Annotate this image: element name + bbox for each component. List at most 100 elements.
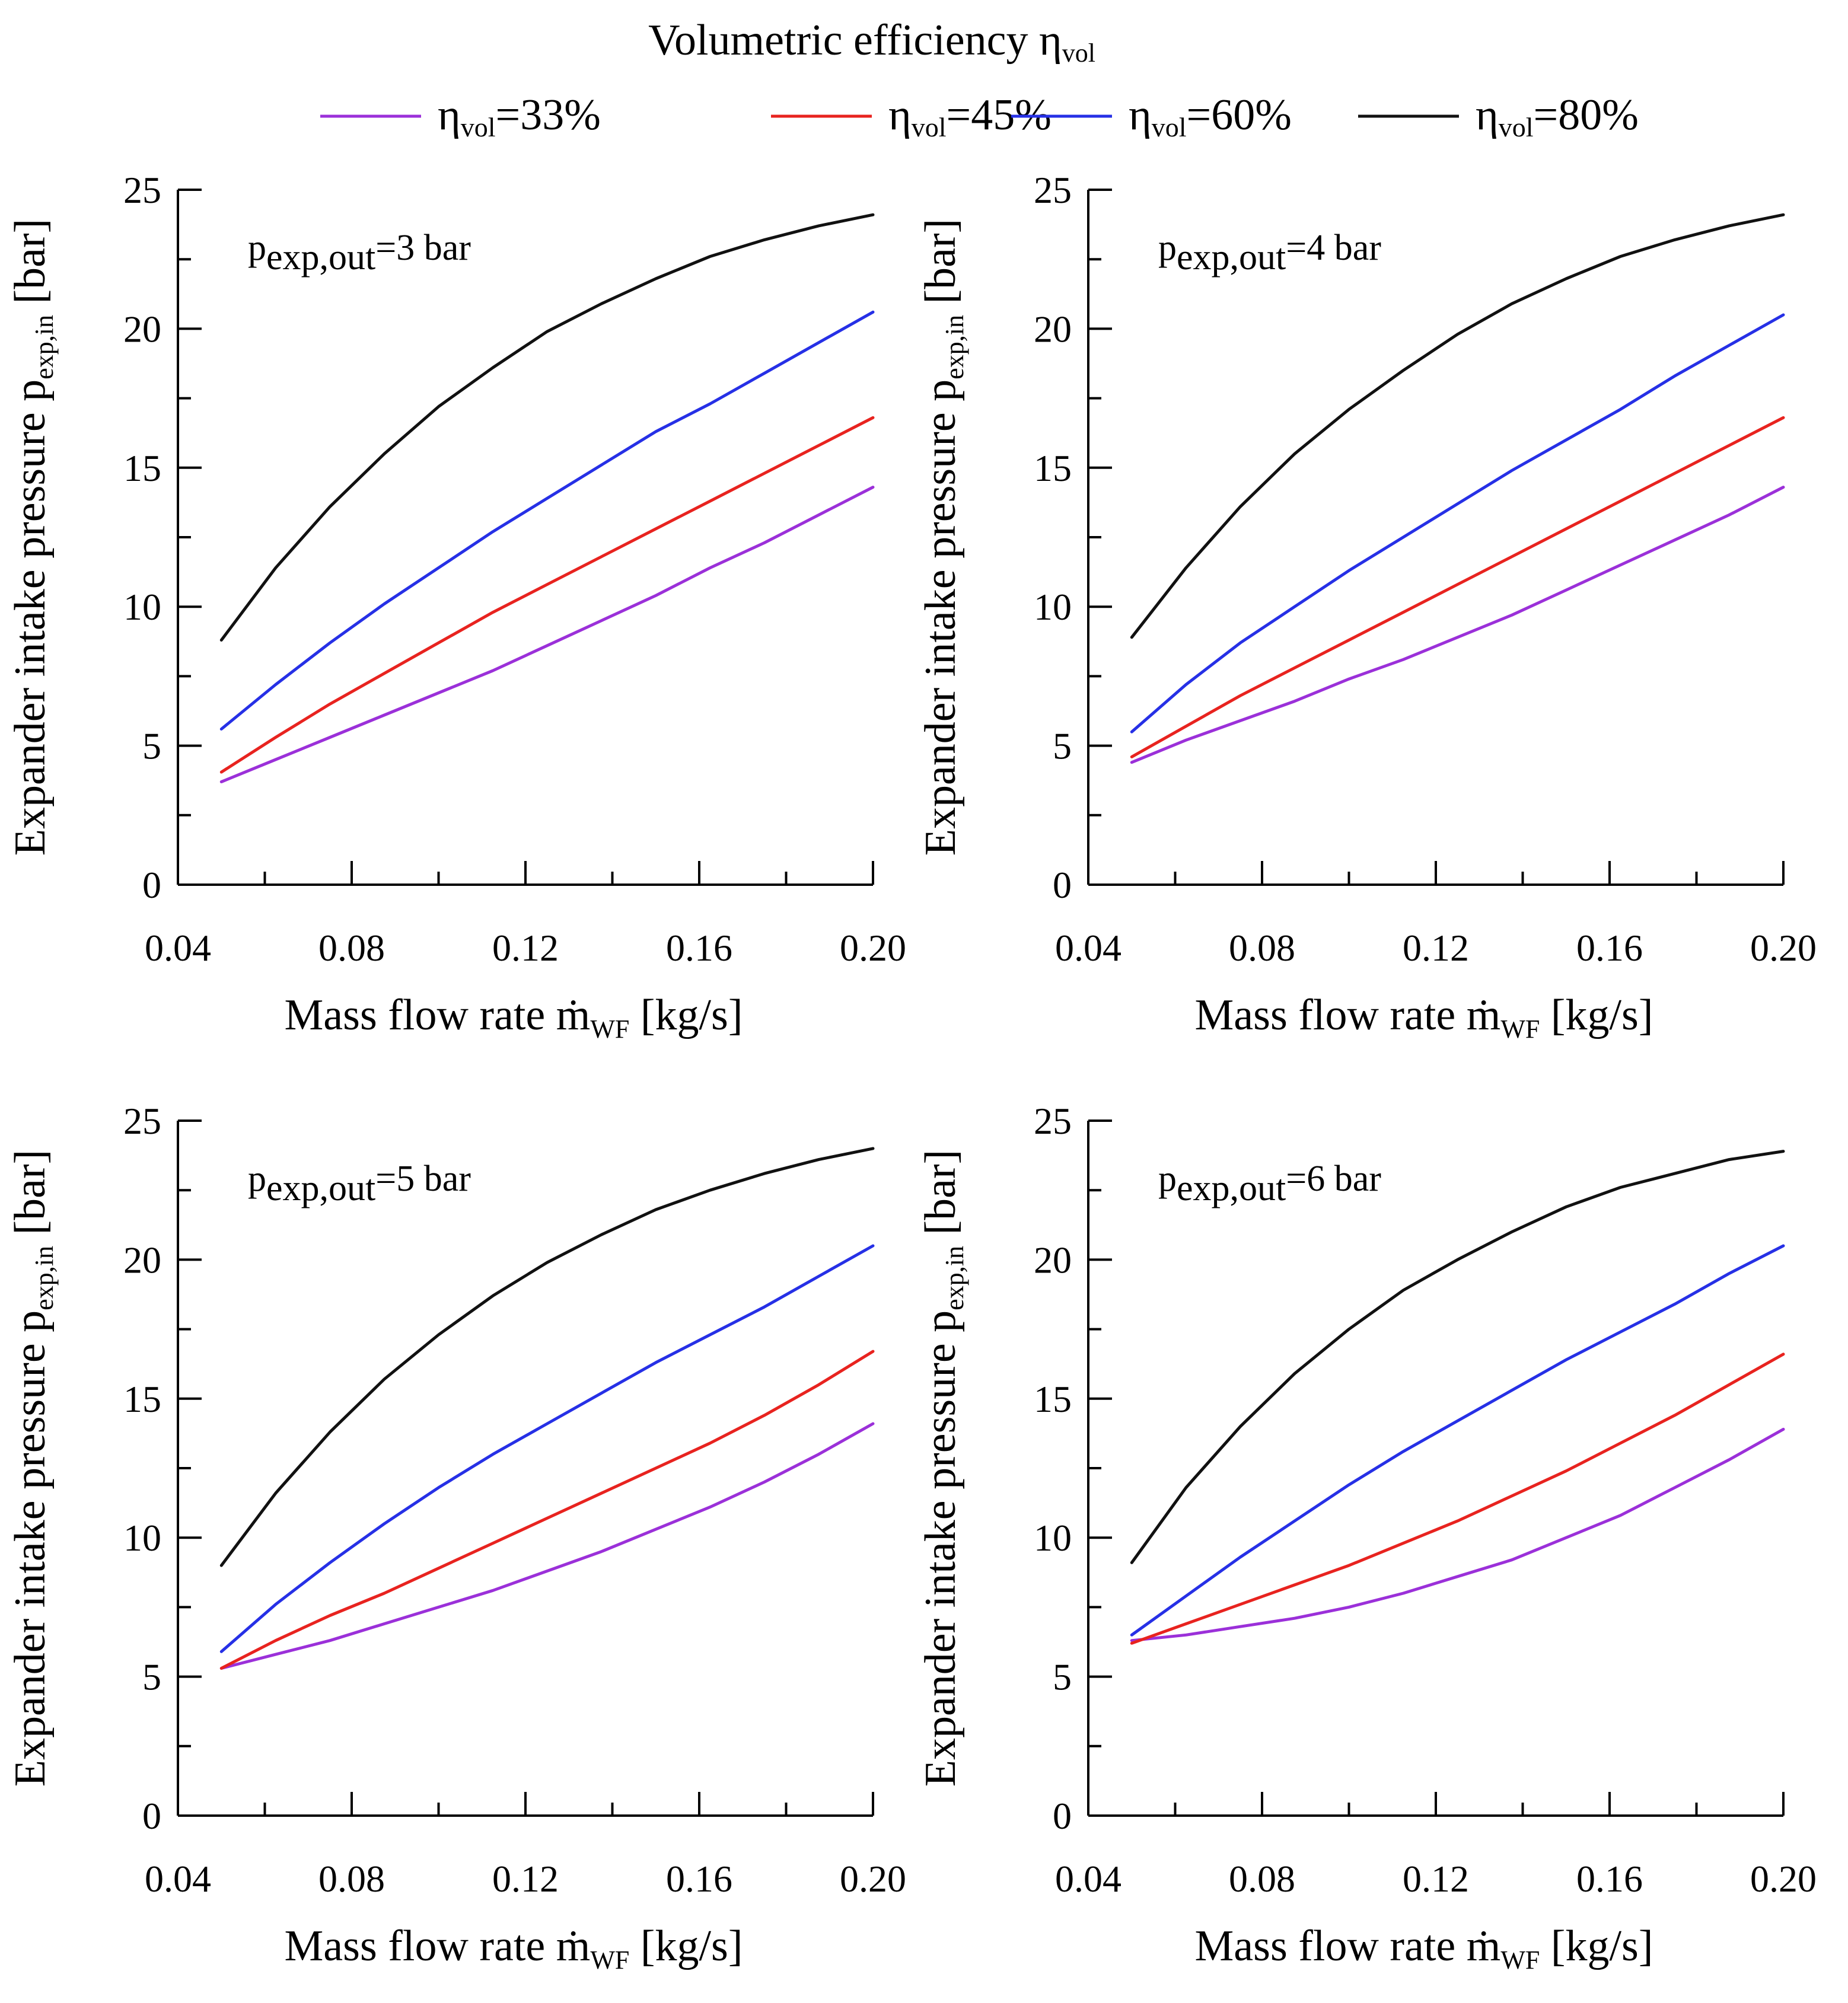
panel-pexp-out-5bar: 0 5 10 15 20 25 0.04 0.08 0.12 0.16 0.20 Mass flow … — [6, 1100, 906, 1975]
panel-annotation-p: p — [1158, 228, 1177, 268]
legend-label-sub: vol — [912, 112, 947, 142]
x-axis-title-unit: [kg/s] — [1540, 991, 1653, 1039]
x-tick-label: 0.20 — [840, 1858, 906, 1900]
x-axis-title-sub: WF — [590, 1015, 629, 1044]
series-line-eta60 — [1130, 313, 1785, 733]
panel-annotation-p: p — [248, 228, 266, 268]
legend-label-value: =33% — [495, 91, 600, 139]
panel-annotation-sub: exp,out — [1177, 1168, 1286, 1208]
y-tick-label: 20 — [123, 308, 161, 350]
series-line-eta33 — [1130, 486, 1785, 764]
x-tick-label: 0.20 — [1750, 927, 1817, 969]
panel-annotation: pexp,out=4 bar — [1158, 228, 1381, 278]
y-axis-title-sub: exp,in — [30, 315, 59, 379]
x-tick-label: 0.16 — [666, 1858, 732, 1900]
x-axis-title-main: Mass flow rate ṁ — [285, 991, 591, 1039]
y-tick-label: 10 — [123, 586, 161, 628]
panel-pexp-out-6bar: 0 5 10 15 20 25 0.04 0.08 0.12 0.16 0.20 Mass flow … — [916, 1100, 1817, 1975]
panel-annotation-sub: exp,out — [266, 237, 375, 278]
y-tick-label: 0 — [142, 1795, 161, 1837]
series-line-eta60 — [219, 1244, 875, 1653]
x-axis-title-sub: WF — [1500, 1945, 1540, 1975]
y-axis-title-unit: [bar] — [6, 219, 55, 315]
x-tick-label: 0.08 — [1229, 1858, 1295, 1900]
legend-label-value: =60% — [1186, 91, 1291, 139]
x-axis-title-sub: WF — [1500, 1015, 1540, 1044]
y-axis-title: Expander intake pressure pexp,in [bar] — [6, 219, 59, 856]
x-axis-title: Mass flow rate ṁWF [kg/s] — [1195, 991, 1653, 1044]
legend-title: Volumetric efficiency ηvol — [648, 16, 1095, 68]
legend-items: ηvol=33% ηvol=45% ηvol=60% ηvol=80% — [320, 91, 1639, 142]
y-tick-label: 25 — [123, 169, 161, 211]
x-axis-title-unit: [kg/s] — [629, 1922, 743, 1970]
y-axis-title: Expander intake pressure pexp,in [bar] — [6, 1150, 59, 1787]
y-tick-label: 15 — [1034, 1378, 1072, 1420]
y-tick-label: 10 — [1034, 586, 1072, 628]
y-axis-title-sub: exp,in — [940, 315, 969, 379]
legend-label-sub: vol — [1152, 112, 1187, 142]
x-axis-title: Mass flow rate ṁWF [kg/s] — [285, 991, 743, 1044]
series-line-eta80 — [219, 1147, 875, 1567]
x-axis-title-unit: [kg/s] — [629, 991, 743, 1039]
y-tick-label: 10 — [123, 1517, 161, 1559]
panel-annotation-value: =6 bar — [1286, 1159, 1381, 1199]
y-axis-title-sub: exp,in — [30, 1246, 59, 1310]
x-tick-label: 0.04 — [145, 1858, 211, 1900]
y-tick-label: 20 — [123, 1239, 161, 1281]
y-tick-label: 5 — [1053, 1656, 1072, 1698]
x-tick-label: 0.12 — [1403, 927, 1469, 969]
legend: Volumetric efficiency ηvol ηvol=33% ηvol=… — [320, 16, 1639, 142]
panel-annotation: pexp,out=3 bar — [248, 228, 471, 278]
legend-label-eta: η — [1129, 91, 1152, 139]
legend-label-value: =80% — [1533, 91, 1638, 139]
y-tick-label: 10 — [1034, 1517, 1072, 1559]
panel-annotation-sub: exp,out — [266, 1168, 375, 1208]
y-axis-title-main: Expander intake pressure p — [6, 1310, 55, 1787]
x-tick-label: 0.16 — [666, 927, 732, 969]
panel-pexp-out-3bar: 0 5 10 15 20 25 0.04 0.08 0.12 0.16 0.20 Mass flow … — [6, 169, 906, 1044]
series-line-eta80 — [219, 213, 875, 642]
y-axis-title: Expander intake pressure pexp,in [bar] — [916, 219, 969, 856]
x-axis-title-unit: [kg/s] — [1540, 1922, 1653, 1970]
y-tick-label: 5 — [142, 1656, 161, 1698]
series-line-eta33 — [219, 1422, 875, 1670]
legend-label-eta80: ηvol=80% — [1476, 91, 1639, 142]
y-axis-title-unit: [bar] — [916, 219, 965, 315]
series-line-eta60 — [1130, 1244, 1785, 1637]
y-tick-label: 5 — [1053, 725, 1072, 767]
y-tick-label: 15 — [123, 1378, 161, 1420]
series-line-eta80 — [1130, 213, 1785, 639]
legend-label-eta: η — [1476, 91, 1499, 139]
series-line-eta80 — [1130, 1150, 1785, 1564]
x-tick-label: 0.12 — [492, 1858, 559, 1900]
x-axis-title-main: Mass flow rate ṁ — [1195, 1922, 1501, 1970]
y-tick-label: 25 — [123, 1100, 161, 1142]
y-axis-title-unit: [bar] — [6, 1150, 55, 1246]
x-tick-label: 0.16 — [1576, 927, 1643, 969]
x-axis-title-sub: WF — [590, 1945, 629, 1975]
legend-label-eta: η — [888, 91, 912, 139]
x-axis-title: Mass flow rate ṁWF [kg/s] — [1195, 1922, 1653, 1975]
x-tick-label: 0.12 — [492, 927, 559, 969]
x-tick-label: 0.20 — [840, 927, 906, 969]
y-axis-title: Expander intake pressure pexp,in [bar] — [916, 1150, 969, 1787]
legend-label-sub: vol — [1499, 112, 1534, 142]
legend-item-eta60: ηvol=60% — [1011, 91, 1292, 142]
x-tick-label: 0.08 — [1229, 927, 1295, 969]
panel-annotation-p: p — [248, 1159, 266, 1199]
y-tick-label: 15 — [123, 447, 161, 489]
panel-annotation-value: =4 bar — [1286, 228, 1381, 268]
x-axis-title-main: Mass flow rate ṁ — [285, 1922, 591, 1970]
y-tick-label: 15 — [1034, 447, 1072, 489]
series-line-eta45 — [219, 1350, 875, 1670]
y-tick-label: 20 — [1034, 308, 1072, 350]
x-tick-label: 0.12 — [1403, 1858, 1469, 1900]
legend-title-sub: vol — [1062, 39, 1095, 68]
x-tick-label: 0.04 — [1055, 927, 1121, 969]
legend-label-eta60: ηvol=60% — [1129, 91, 1292, 142]
panel-annotation-value: =3 bar — [375, 228, 471, 268]
series-line-eta33 — [219, 486, 875, 783]
panel-annotation-value: =5 bar — [375, 1159, 471, 1199]
y-tick-label: 5 — [142, 725, 161, 767]
